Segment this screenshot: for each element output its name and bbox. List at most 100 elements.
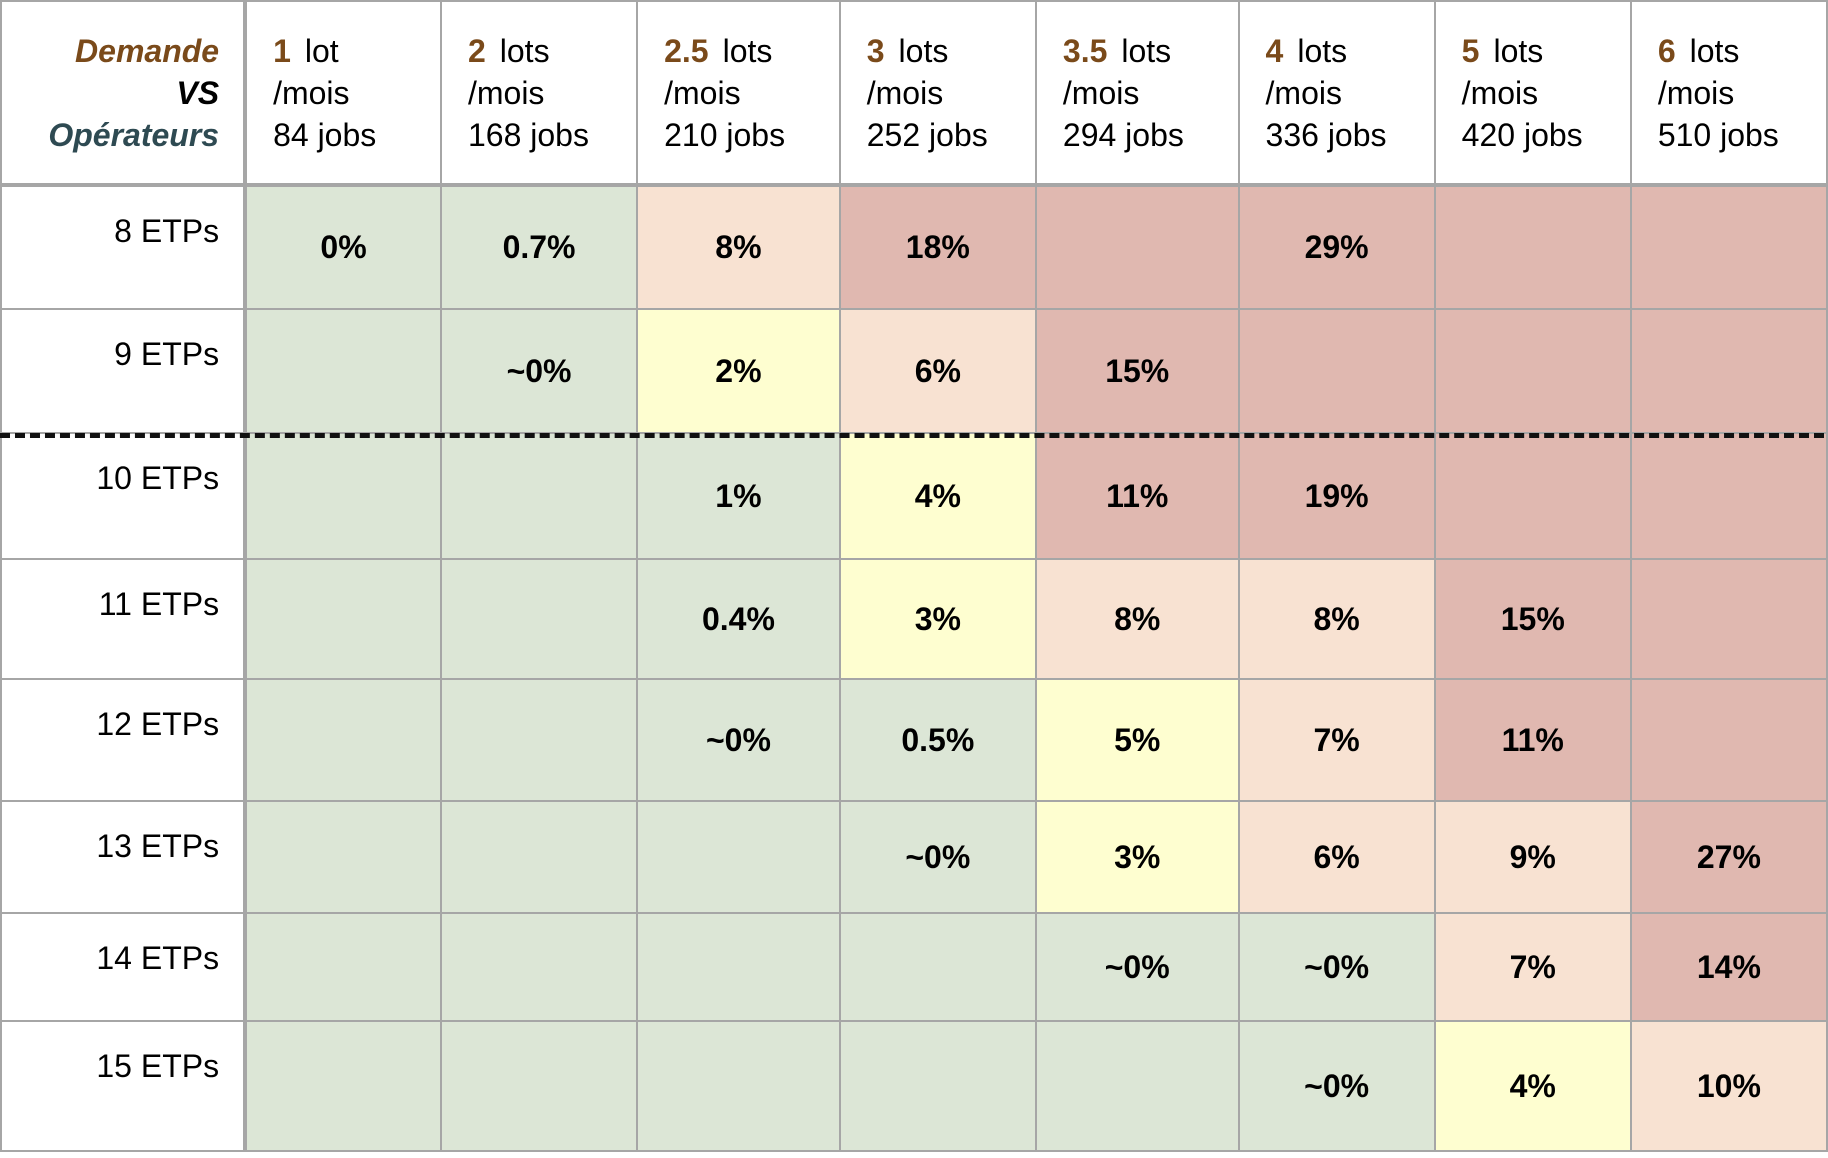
corner-header: Demande VS Opérateurs [0,0,247,186]
heatmap-cell [439,1020,639,1152]
column-header-jobs: 84 jobs [273,116,377,153]
heatmap-cell: ~0% [838,800,1037,914]
column-header-per: /mois [1062,74,1140,111]
heatmap-cell: ~0% [439,308,639,434]
column-header-jobs: 252 jobs [866,116,988,153]
column-header-per: /mois [664,74,741,111]
column-header: 3.5 lots/mois 294 jobs [1034,0,1240,186]
row-header: 9 ETPs [0,308,247,434]
heatmap-cell [1034,1020,1240,1152]
corner-operateurs: Opérateurs [48,116,220,153]
heatmap-row: 15 ETPs ~0% 4% 10% [0,1020,1828,1152]
heatmap-cell: 6% [838,308,1037,434]
heatmap-row: 8 ETPs 0% 0.7% 8% 18% 29% [0,183,1828,310]
heatmap-cell: ~0% [1237,912,1436,1022]
column-header-number: 5 [1461,32,1480,69]
column-header-number: 2 [467,32,486,69]
column-header-jobs: 210 jobs [664,116,786,153]
heatmap-cell: 5% [1034,678,1240,802]
heatmap-cell [439,678,639,802]
column-header-jobs: 336 jobs [1265,116,1387,153]
heatmap-cell [1629,432,1828,560]
column-header-number: 6 [1657,32,1676,69]
column-header-per: /mois [273,74,350,111]
heatmap-cell [439,558,639,680]
heatmap-cell: 19% [1237,432,1436,560]
column-header-number: 1 [273,32,291,69]
heatmap-cell [1629,308,1828,434]
heatmap-cell [243,308,442,434]
heatmap-cell [243,558,442,680]
heatmap-cell: 3% [838,558,1037,680]
row-header: 11 ETPs [0,558,247,680]
column-header-unit: lots [1689,32,1740,69]
heatmap-cell [1433,308,1632,434]
column-header: 2 lots/mois 168 jobs [439,0,639,186]
heatmap-row: 9 ETPs ~0% 2% 6% 15% [0,308,1828,434]
column-header-lots: 3.5 lots [1062,30,1237,72]
row-header: 10 ETPs [0,432,247,560]
row-header: 15 ETPs [0,1020,247,1152]
heatmap-cell [1433,432,1632,560]
heatmap-cell: 27% [1629,800,1828,914]
heatmap-cell: 11% [1433,678,1632,802]
column-header-unit: lots [1493,32,1544,69]
column-header-lots: 6 lots [1657,30,1825,72]
column-header-lots: 5 lots [1461,30,1629,72]
heatmap-cell: 8% [1034,558,1240,680]
row-header: 8 ETPs [0,183,247,310]
heatmap-cell: 8% [636,183,841,310]
column-header-unit: lots [722,32,773,69]
column-header-lots: 2 lots [467,30,635,72]
column-header: 4 lots/mois 336 jobs [1237,0,1436,186]
column-header-per: /mois [1265,74,1342,111]
column-header-jobs: 294 jobs [1062,116,1184,153]
heatmap-cell [439,800,639,914]
heatmap-cell: ~0% [636,678,841,802]
corner-demande: Demande [75,32,220,69]
heatmap-cell: 10% [1629,1020,1828,1152]
heatmap-row: 12 ETPs ~0% 0.5% 5% 7% 11% [0,678,1828,802]
heatmap-row: 11 ETPs 0.4% 3% 8% 8% 15% [0,558,1828,680]
column-header-lots: 1 lot [273,30,439,72]
heatmap-cell: 18% [838,183,1037,310]
heatmap-cell: 9% [1433,800,1632,914]
heatmap-cell [636,1020,841,1152]
column-header-per: /mois [866,74,944,111]
heatmap-cell: 0.7% [439,183,639,310]
heatmap-cell [243,432,442,560]
heatmap-cell: 14% [1629,912,1828,1022]
column-header-lots: 4 lots [1266,30,1433,72]
heatmap-cell: 7% [1433,912,1632,1022]
heatmap-cell: 4% [838,432,1037,560]
heatmap-cell [838,912,1037,1022]
heatmap-row: 10 ETPs 1% 4% 11% 19% [0,432,1828,560]
corner-vs: VS [176,74,220,111]
heatmap-cell: 7% [1237,678,1436,802]
header-row: Demande VS Opérateurs 1 lot/mois 84 jobs 2 l… [0,0,1828,186]
heatmap-row: 14 ETPs ~0% ~0% 7% 14% [0,912,1828,1022]
column-header-number: 3.5 [1062,32,1108,69]
column-header: 6 lots/mois 510 jobs [1629,0,1828,186]
heatmap-cell [243,678,442,802]
column-header-unit: lots [898,32,949,69]
heatmap-cell [1629,678,1828,802]
heatmap-cell [439,912,639,1022]
heatmap-cell: 1% [636,432,841,560]
heatmap-cell: 6% [1237,800,1436,914]
column-header-per: /mois [1657,74,1735,111]
column-header-per: /mois [1461,74,1539,111]
column-header-per: /mois [467,74,545,111]
heatmap-cell [1034,183,1240,310]
column-header: 1 lot/mois 84 jobs [243,0,442,186]
column-header-jobs: 510 jobs [1657,116,1779,153]
heatmap-cell: 3% [1034,800,1240,914]
column-header: 2.5 lots/mois 210 jobs [636,0,841,186]
heatmap-cell [243,912,442,1022]
column-header: 3 lots/mois 252 jobs [838,0,1037,186]
heatmap-cell: 15% [1433,558,1632,680]
column-header-lots: 2.5 lots [664,30,838,72]
row-header: 12 ETPs [0,678,247,802]
column-header-number: 2.5 [664,32,709,69]
